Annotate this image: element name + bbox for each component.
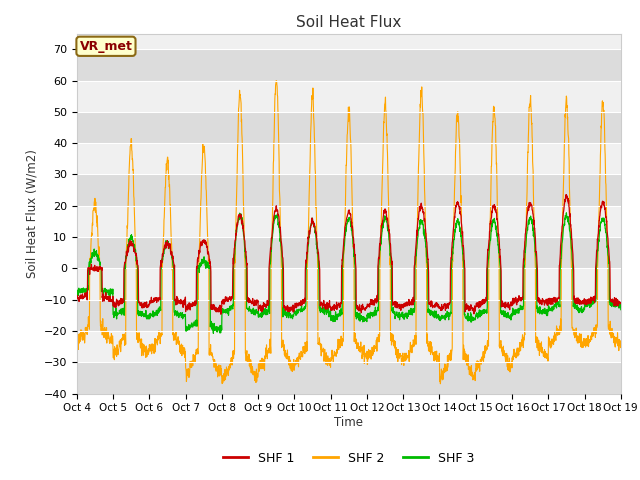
Bar [77, 268, 621, 300]
Bar [77, 237, 621, 268]
Bar [77, 206, 621, 237]
X-axis label: Time: Time [334, 416, 364, 429]
Bar [77, 112, 621, 143]
Bar [77, 362, 621, 394]
Bar [77, 300, 621, 331]
Bar [77, 174, 621, 206]
Legend: SHF 1, SHF 2, SHF 3: SHF 1, SHF 2, SHF 3 [218, 447, 479, 469]
Bar [77, 331, 621, 362]
Bar [77, 143, 621, 174]
Bar [77, 49, 621, 81]
Y-axis label: Soil Heat Flux (W/m2): Soil Heat Flux (W/m2) [25, 149, 38, 278]
Text: VR_met: VR_met [79, 40, 132, 53]
Bar [77, 81, 621, 112]
Title: Soil Heat Flux: Soil Heat Flux [296, 15, 401, 30]
